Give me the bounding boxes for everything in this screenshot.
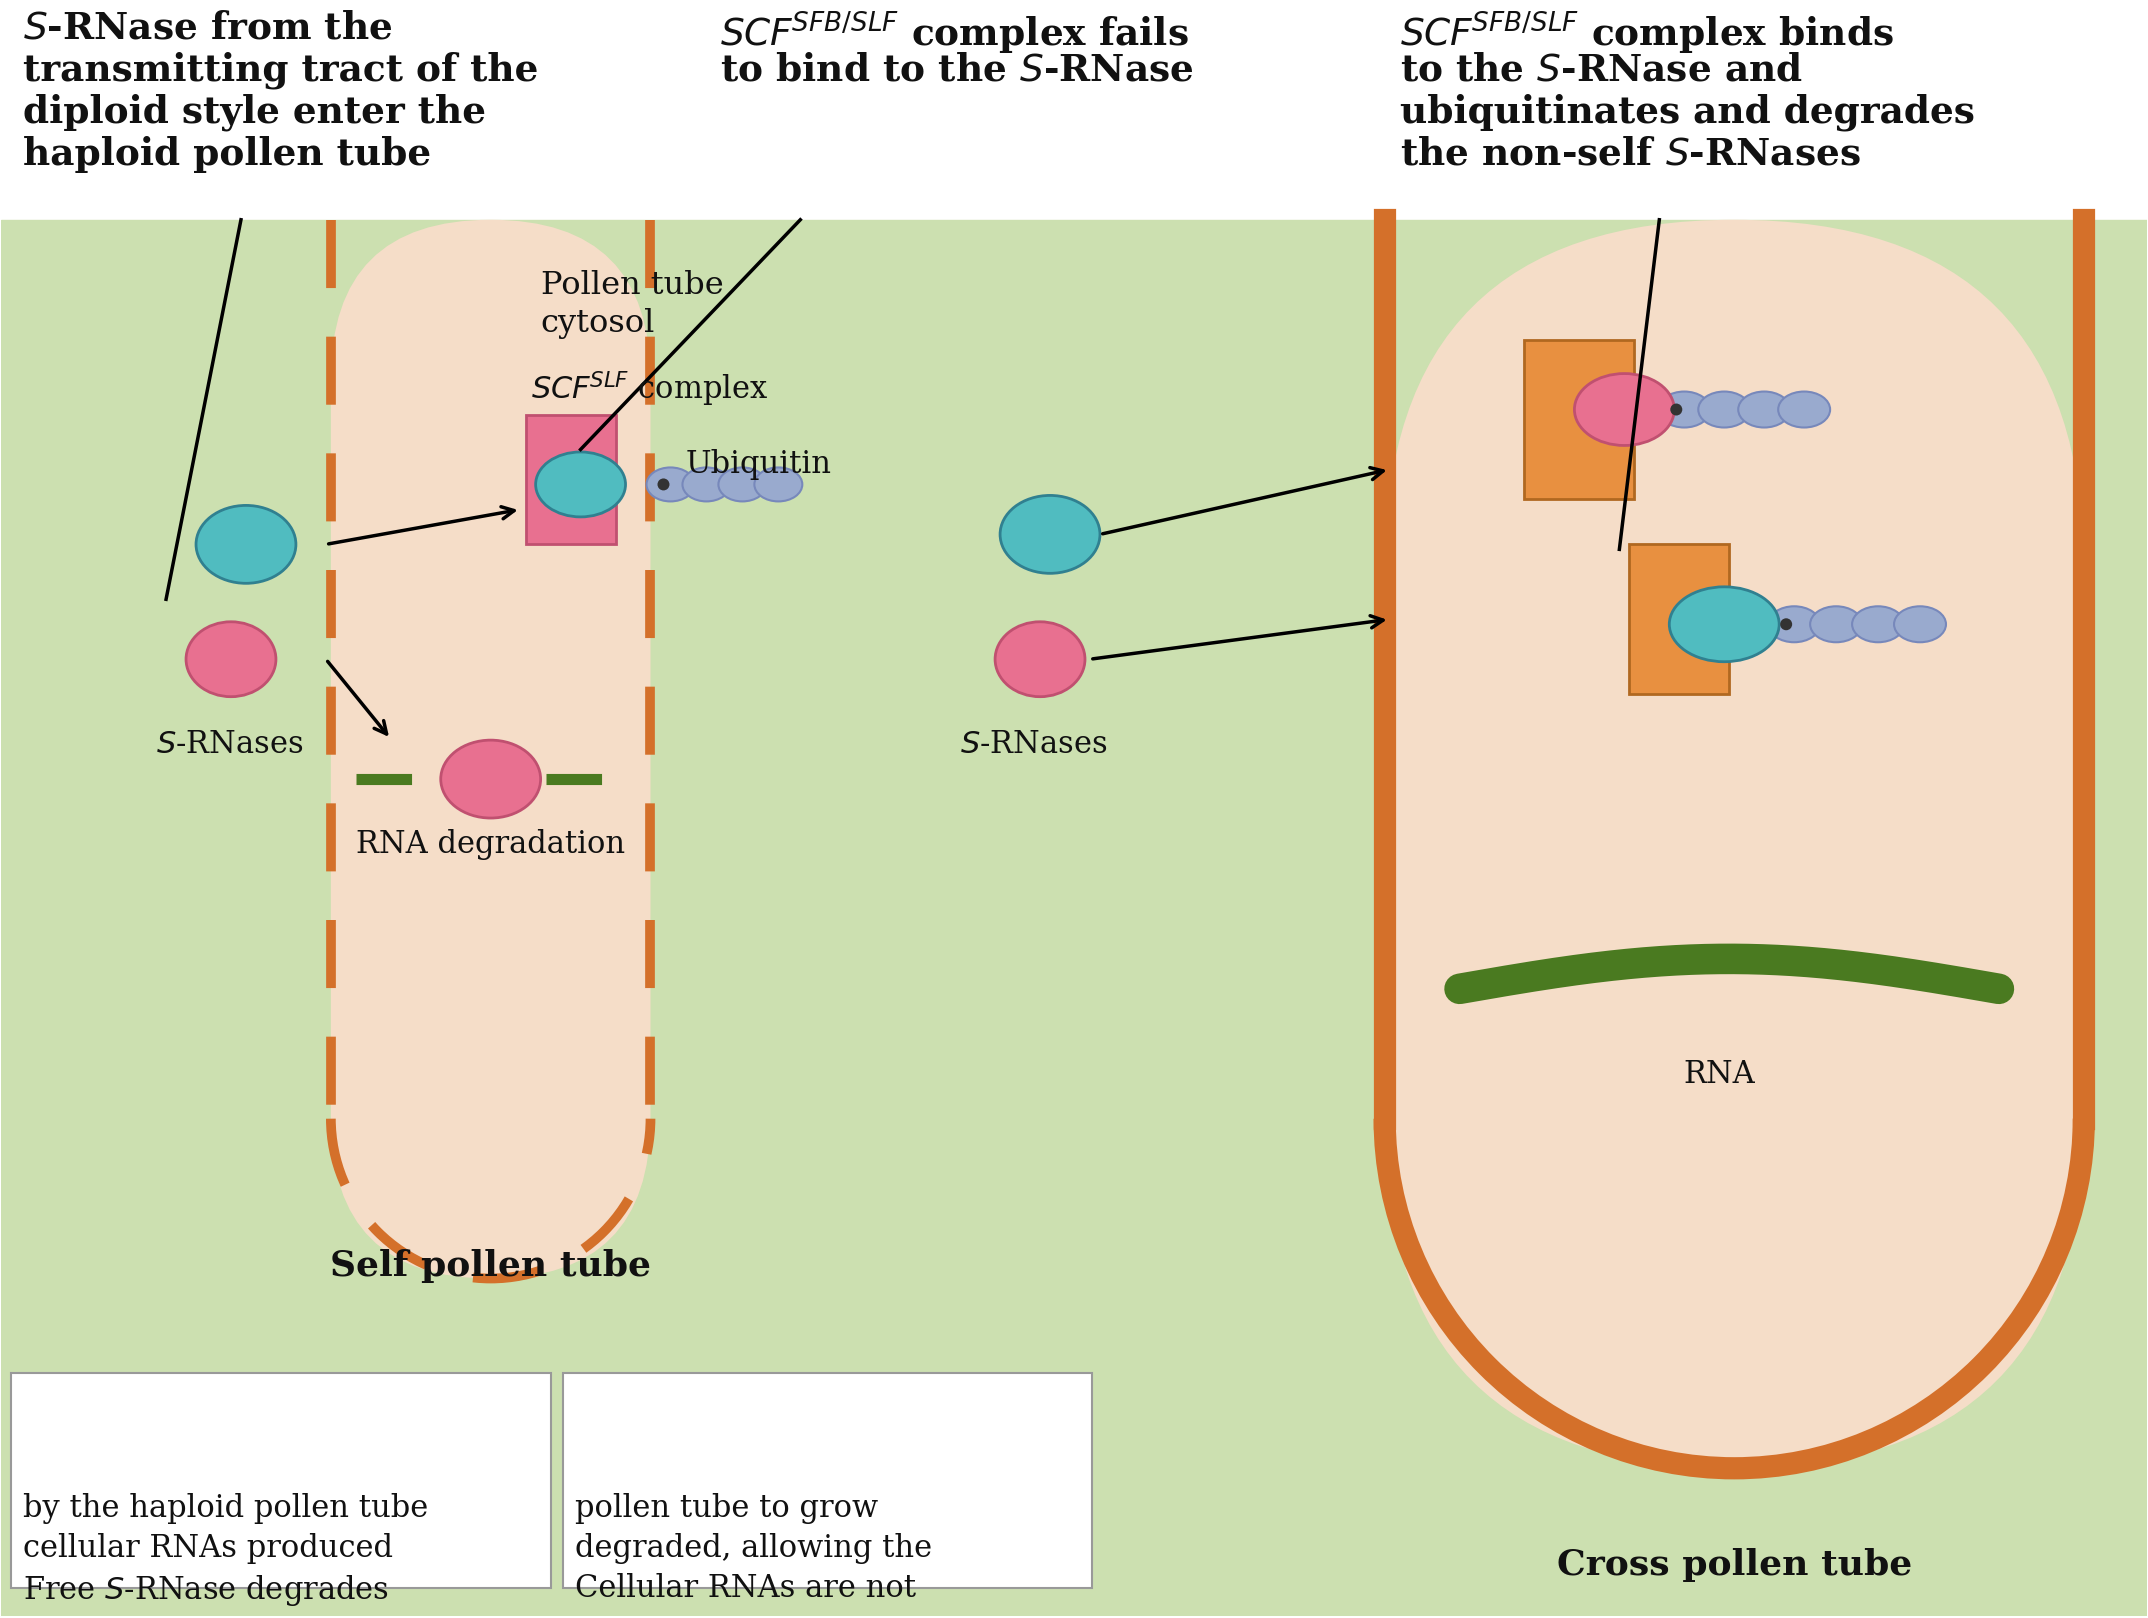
- Bar: [1630, 544, 1729, 694]
- Ellipse shape: [1781, 618, 1791, 631]
- Ellipse shape: [1768, 607, 1819, 642]
- Text: ubiquitinates and degrades: ubiquitinates and degrades: [1400, 94, 1974, 131]
- Ellipse shape: [1658, 392, 1710, 427]
- FancyBboxPatch shape: [331, 220, 651, 1278]
- Text: diploid style enter the: diploid style enter the: [24, 94, 485, 131]
- Bar: [2, 220, 2146, 1616]
- Text: the non-self $\it{S}$-RNases: the non-self $\it{S}$-RNases: [1400, 136, 1860, 173]
- Text: Pollen tube: Pollen tube: [541, 270, 724, 301]
- Text: Cellular RNAs are not: Cellular RNAs are not: [574, 1573, 915, 1603]
- Bar: [563, 1374, 1091, 1589]
- Ellipse shape: [1852, 607, 1903, 642]
- Ellipse shape: [1671, 403, 1682, 416]
- Text: $\it{S}$-RNase from the: $\it{S}$-RNase from the: [24, 10, 393, 47]
- Ellipse shape: [1669, 587, 1779, 662]
- Text: cellular RNAs produced: cellular RNAs produced: [24, 1534, 393, 1565]
- Ellipse shape: [657, 479, 670, 490]
- Ellipse shape: [1779, 392, 1830, 427]
- Bar: [526, 414, 616, 544]
- Text: transmitting tract of the: transmitting tract of the: [24, 52, 539, 89]
- Bar: [1525, 340, 1635, 500]
- Text: degraded, allowing the: degraded, allowing the: [574, 1534, 932, 1565]
- Ellipse shape: [195, 505, 296, 584]
- Ellipse shape: [683, 468, 730, 502]
- Text: $\it{SCF}$$^{\it{SLF}}$ complex: $\it{SCF}$$^{\it{SLF}}$ complex: [531, 369, 769, 409]
- Text: to bind to the $\it{S}$-RNase: to bind to the $\it{S}$-RNase: [720, 52, 1194, 89]
- Text: RNA: RNA: [1684, 1058, 1755, 1091]
- Text: $\it{S}$-RNases: $\it{S}$-RNases: [960, 730, 1108, 760]
- Ellipse shape: [535, 451, 625, 516]
- Text: haploid pollen tube: haploid pollen tube: [24, 136, 432, 173]
- Ellipse shape: [1811, 607, 1862, 642]
- Ellipse shape: [1738, 392, 1789, 427]
- Text: Cross pollen tube: Cross pollen tube: [1557, 1548, 1912, 1582]
- Ellipse shape: [717, 468, 767, 502]
- Text: Free $\it{S}$-RNase degrades: Free $\it{S}$-RNase degrades: [24, 1573, 389, 1608]
- Text: cytosol: cytosol: [541, 307, 655, 338]
- Text: RNA degradation: RNA degradation: [357, 828, 625, 861]
- Ellipse shape: [1574, 374, 1673, 445]
- Bar: [2, 0, 2146, 220]
- Text: to the $\it{S}$-RNase and: to the $\it{S}$-RNase and: [1400, 52, 1802, 89]
- Ellipse shape: [995, 621, 1085, 697]
- FancyBboxPatch shape: [1385, 220, 2084, 1468]
- Ellipse shape: [754, 468, 803, 502]
- Text: Self pollen tube: Self pollen tube: [331, 1249, 651, 1283]
- Ellipse shape: [647, 468, 694, 502]
- Ellipse shape: [187, 621, 275, 697]
- Ellipse shape: [1001, 495, 1100, 573]
- Text: pollen tube to grow: pollen tube to grow: [574, 1493, 879, 1524]
- Text: $\it{SCF}$$^{\it{SFB/SLF}}$ complex fails: $\it{SCF}$$^{\it{SFB/SLF}}$ complex fail…: [720, 10, 1190, 57]
- Ellipse shape: [440, 739, 541, 819]
- Ellipse shape: [1895, 607, 1946, 642]
- Text: by the haploid pollen tube: by the haploid pollen tube: [24, 1493, 427, 1524]
- Bar: [11, 1374, 550, 1589]
- Ellipse shape: [1699, 392, 1751, 427]
- Text: Ubiquitin: Ubiquitin: [685, 450, 831, 481]
- Text: $\it{SCF}$$^{\it{SFB/SLF}}$ complex binds: $\it{SCF}$$^{\it{SFB/SLF}}$ complex bind…: [1400, 10, 1895, 57]
- Text: $\it{S}$-RNases: $\it{S}$-RNases: [157, 730, 303, 760]
